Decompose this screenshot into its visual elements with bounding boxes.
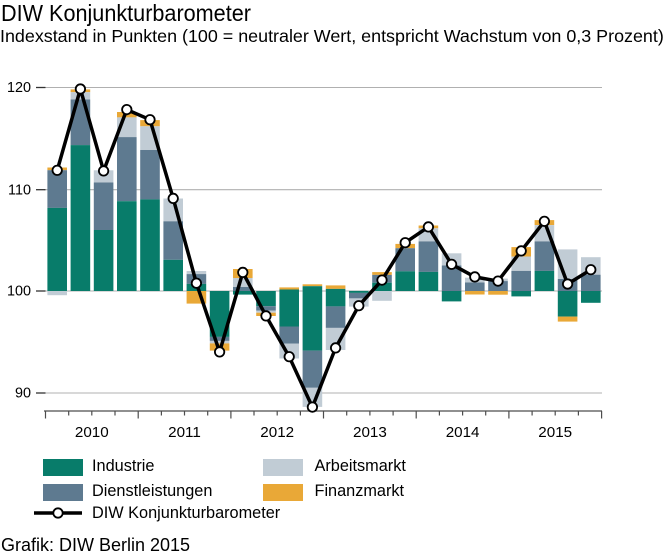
svg-text:100: 100 [7,284,31,300]
svg-text:2011: 2011 [168,424,201,441]
svg-text:2015: 2015 [538,424,572,441]
svg-text:110: 110 [8,182,31,198]
svg-text:120: 120 [7,80,31,96]
svg-text:2014: 2014 [446,424,480,441]
svg-text:2012: 2012 [260,424,294,441]
svg-text:2013: 2013 [353,424,387,441]
svg-text:90: 90 [15,386,31,402]
svg-text:2010: 2010 [75,424,109,441]
